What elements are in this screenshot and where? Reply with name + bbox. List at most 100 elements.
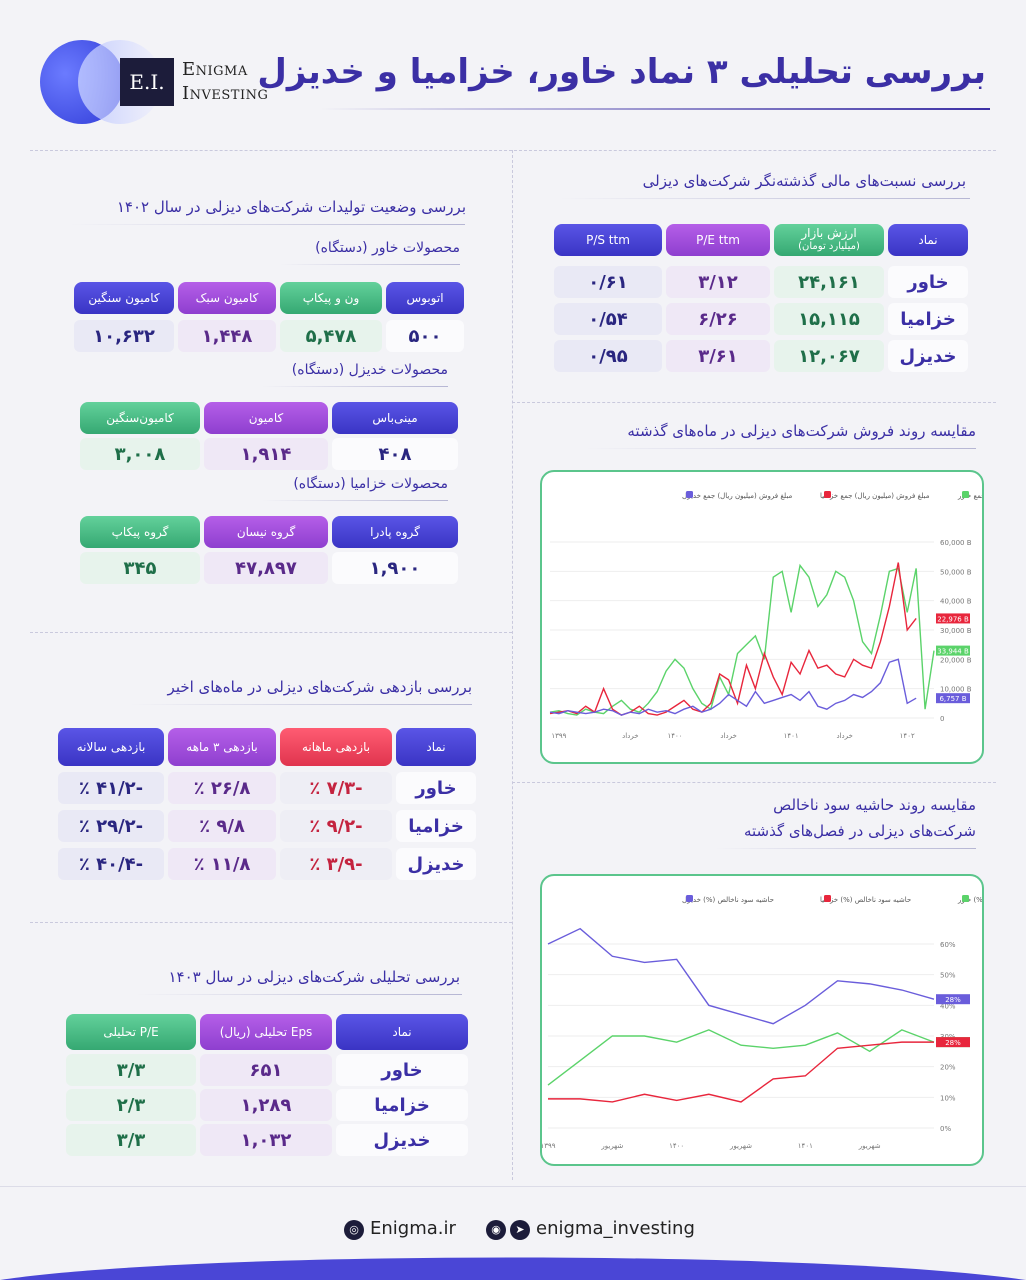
legend-swatch: [962, 895, 969, 902]
y-tick-label: 30%: [940, 1033, 956, 1041]
header-forecast-pe: P/E تحلیلی: [66, 1014, 196, 1050]
series-line: [547, 1029, 935, 1086]
x-tick-label: ۱۴۰۱: [784, 732, 799, 740]
y-tick-label: 20,000 B: [940, 656, 972, 664]
forecast-symbol: خدیزل: [336, 1124, 468, 1156]
divider: [512, 150, 513, 1180]
section-underline: [130, 704, 472, 705]
returns-annual: -۴۱/۲ ٪: [58, 772, 164, 804]
legend-label: مبلغ فروش (میلیون ریال) جمع خاور: [957, 492, 982, 500]
khazam-value: ۳۴۵: [80, 552, 200, 584]
x-tick-label: شهریور: [858, 1142, 881, 1150]
title-underline: [320, 108, 990, 110]
section-underline: [262, 500, 448, 501]
y-tick-label: 10%: [940, 1094, 956, 1102]
khodiz-products-title: محصولات خدیزل (دستگاه): [291, 362, 448, 378]
khavar-value: ۵,۴۷۸: [280, 320, 382, 352]
header-pe: P/E ttm: [666, 224, 770, 256]
returns-quarterly: ۲۶/۸ ٪: [168, 772, 276, 804]
x-tick-label: ۱۴۰۲: [900, 732, 915, 740]
khazam-header: گروه نیسان: [204, 516, 328, 548]
returns-title: بررسی بازدهی شرکت‌های دیزلی در ماه‌های ا…: [167, 678, 472, 696]
header-market-cap: ارزش بازار (میلیارد تومان): [774, 224, 884, 256]
ratios-symbol: خدیزل: [888, 340, 968, 372]
khodiz-header: کامیون: [204, 402, 328, 434]
legend-swatch: [824, 491, 831, 498]
forecast-pe: ۳/۳: [66, 1054, 196, 1086]
returns-symbol: خزامیا: [396, 810, 476, 842]
x-tick-label: ۱۳۹۹: [551, 732, 566, 740]
forecast-title: بررسی تحلیلی شرکت‌های دیزلی در سال ۱۴۰۳: [168, 968, 460, 986]
margin-chart: حاشیه سود ناخالص (%) خاور حاشیه سود ناخال…: [540, 895, 1026, 1150]
ratios-mcap: ۱۲,۰۶۷: [774, 340, 884, 372]
forecast-pe: ۲/۳: [66, 1089, 196, 1121]
y-tick-label: 20%: [940, 1064, 956, 1072]
legend-label: مبلغ فروش (میلیون ریال) جمع خزامیا: [820, 492, 930, 500]
end-label-box: [936, 1037, 970, 1048]
ratios-mcap: ۲۴,۱۶۱: [774, 266, 884, 298]
section-underline: [716, 848, 976, 849]
footer-wave: [0, 1257, 1026, 1280]
margin-chart-title-line2: شرکت‌های دیزلی در فصل‌های گذشته: [743, 822, 976, 840]
legend-label: مبلغ فروش (میلیون ریال) جمع خدیزل: [682, 492, 792, 500]
x-tick-label: خرداد: [720, 732, 736, 740]
x-tick-label: ۱۴۰۰: [667, 732, 682, 740]
y-tick-label: 40,000 B: [940, 598, 972, 606]
divider: [30, 632, 512, 633]
ratios-symbol: خزامیا: [888, 303, 968, 335]
header-market-cap-unit: (میلیارد تومان): [798, 241, 860, 252]
series-line: [549, 562, 917, 716]
end-label-box: [936, 994, 970, 1005]
legend-swatch: [962, 491, 969, 498]
website-link[interactable]: Enigma.ir: [370, 1218, 456, 1239]
x-tick-label: خرداد: [837, 732, 853, 740]
khavar-value: ۱۰,۶۳۲: [74, 320, 174, 352]
header-quarterly: بازدهی ۳ ماهه: [168, 728, 276, 766]
globe-icon: ◎: [344, 1220, 364, 1240]
header-eps: Eps تحلیلی (ریال): [200, 1014, 332, 1050]
ratios-ps: ۰/۵۴: [554, 303, 662, 335]
khazam-products-title: محصولات خزامیا (دستگاه): [293, 476, 448, 492]
section-underline: [280, 264, 460, 265]
end-label: 6,757 B: [939, 695, 966, 703]
y-tick-label: 50%: [940, 972, 956, 980]
sales-chart: مبلغ فروش (میلیون ریال) جمع خاور مبلغ فرو…: [549, 491, 1026, 740]
series-line: [549, 658, 917, 716]
khavar-header: کامیون سبک: [178, 282, 276, 314]
khavar-header: اتوبوس: [386, 282, 464, 314]
returns-annual: -۴۰/۴ ٪: [58, 848, 164, 880]
legend-swatch: [686, 491, 693, 498]
forecast-pe: ۳/۳: [66, 1124, 196, 1156]
logo-mark: E.I.: [120, 58, 174, 106]
y-tick-label: 60,000 B: [940, 539, 972, 547]
footer-divider: [0, 1186, 1026, 1187]
ratios-ps: ۰/۹۵: [554, 340, 662, 372]
legend-label: حاشیه سود ناخالص (%) خزامیا: [820, 896, 911, 904]
returns-monthly: -۷/۳ ٪: [280, 772, 392, 804]
series-line: [549, 563, 935, 716]
legend-swatch: [824, 895, 831, 902]
section-underline: [560, 198, 970, 199]
forecast-eps: ۱,۲۸۹: [200, 1089, 332, 1121]
header-symbol: نماد: [888, 224, 968, 256]
ratios-ps: ۰/۶۱: [554, 266, 662, 298]
returns-symbol: خدیزل: [396, 848, 476, 880]
khavar-products-title: محصولات خاور (دستگاه): [315, 240, 460, 256]
end-label-box: [936, 645, 970, 656]
returns-annual: -۲۹/۲ ٪: [58, 810, 164, 842]
khodiz-value: ۱,۹۱۴: [204, 438, 328, 470]
khodiz-header: کامیون‌سنگین: [80, 402, 200, 434]
series-line: [547, 927, 935, 1025]
khodiz-value: ۴۰۸: [332, 438, 458, 470]
social-handle[interactable]: enigma_investing: [536, 1218, 695, 1239]
returns-quarterly: ۹/۸ ٪: [168, 810, 276, 842]
y-tick-label: 0%: [940, 1125, 951, 1133]
telegram-icon: ➤: [510, 1220, 530, 1240]
legend-label: حاشیه سود ناخالص (%) خدیزل: [682, 896, 774, 904]
logo-line1: Enigma: [182, 59, 248, 80]
returns-monthly: -۳/۹ ٪: [280, 848, 392, 880]
khavar-value: ۱,۴۴۸: [178, 320, 276, 352]
ratios-title: بررسی نسبت‌های مالی گذشته‌نگر شرکت‌های د…: [642, 172, 966, 190]
khazam-value: ۴۷,۸۹۷: [204, 552, 328, 584]
end-label: 28%: [945, 1039, 961, 1047]
